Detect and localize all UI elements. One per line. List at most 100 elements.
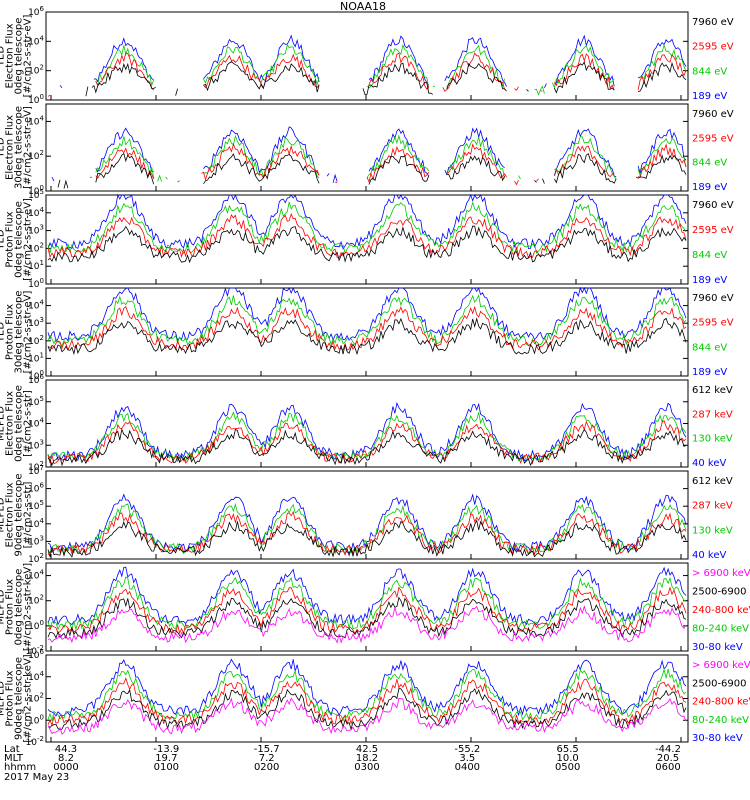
panel-frame — [45, 11, 689, 101]
y-axis-label-line: Electron Flux — [5, 115, 16, 180]
x-row-value: -44.2 — [655, 744, 681, 755]
series-line-130-kev — [47, 411, 687, 463]
y-axis-label-line: Proton Flux — [5, 304, 16, 360]
series-line-612-kev — [47, 519, 687, 558]
x-row-value: 44.3 — [55, 744, 77, 755]
y-axis-label-line: [#/cm2-s-str-keV] — [23, 563, 34, 651]
y-axis-label-line: 0deg telescope — [14, 569, 25, 646]
y-axis-label-line: [#/cm2-s-str-eV] — [23, 15, 34, 98]
y-axis-label-line: Electron Flux — [5, 391, 16, 456]
series-line-844-ev — [95, 43, 687, 96]
x-row-label: hhmm — [4, 762, 36, 773]
series-line-7960-ev — [47, 225, 687, 264]
y-axis-label-line: [#/cm2-s-str-eV] — [23, 198, 34, 281]
x-row-value: 0000 — [53, 762, 78, 773]
legend-entry: > 6900 keV — [692, 568, 750, 579]
panel-frame — [45, 562, 689, 652]
legend-entry: 2595 eV — [692, 318, 734, 329]
series-line-7960-ev — [47, 317, 687, 356]
legend-entry: 40 keV — [692, 458, 726, 469]
x-row-value: 3.5 — [459, 753, 475, 764]
y-axis-label-line: [#/cm2-s-str] — [23, 481, 34, 548]
y-axis-label-line: TED — [0, 137, 7, 158]
legend-entry: 189 eV — [692, 182, 727, 193]
x-row-value: 18.2 — [356, 753, 378, 764]
series-line-240-800-kev — [47, 586, 687, 635]
x-row-value: 10.0 — [557, 753, 579, 764]
legend-entry: 2595 eV — [692, 133, 734, 144]
series-line-189-ev — [47, 286, 687, 343]
series-line-30-80-kev — [47, 658, 687, 717]
x-row-value: -13.9 — [153, 744, 179, 755]
series-line-7960-ev — [57, 152, 687, 189]
y-axis-label-line: Electron Flux — [5, 482, 16, 547]
x-row-value: -15.7 — [254, 744, 280, 755]
x-row-value: 65.5 — [557, 744, 579, 755]
y-axis-label-line: Electron Flux — [5, 23, 16, 88]
legend-entry: 2595 eV — [692, 42, 734, 53]
legend-entry: > 6900 keV — [692, 660, 750, 671]
x-row-value: 0100 — [154, 762, 179, 773]
panel-frame — [45, 103, 689, 192]
series-line-80-240-kev — [47, 667, 687, 722]
y-axis-label-line: 90deg telescope — [14, 657, 25, 740]
series-line-612-kev — [47, 427, 687, 467]
y-axis-label-line: [#/cm2-s-str-eV] — [23, 106, 34, 189]
x-row-label: MLT — [4, 753, 24, 764]
legend-entry: 189 eV — [692, 91, 727, 102]
legend-entry: 130 keV — [692, 434, 733, 445]
legend-entry: 844 eV — [692, 158, 727, 169]
x-row-value: 8.2 — [58, 753, 74, 764]
series-line-2595-ev — [47, 305, 687, 352]
series-line-130-kev — [47, 502, 687, 556]
series-line-844-ev — [47, 201, 687, 255]
y-axis-label-line: Proton Flux — [5, 579, 16, 635]
y-axis-label-line: MEPED — [0, 406, 7, 441]
legend-entry: 844 eV — [692, 66, 727, 77]
x-row-value: 7.2 — [259, 753, 275, 764]
legend-entry: 844 eV — [692, 250, 727, 261]
legend-entry: 240-800 keV — [692, 605, 750, 616]
y-axis-label-line: 30deg telescope — [14, 106, 25, 189]
legend-entry: 189 eV — [692, 275, 727, 286]
series-line-844-ev — [47, 294, 687, 347]
x-row-label: Lat — [4, 744, 20, 755]
y-axis-label-line: 0deg telescope — [14, 201, 25, 278]
series-line-844-ev — [95, 134, 687, 182]
y-axis-label-line: TED — [0, 229, 7, 250]
panel-frame — [45, 470, 689, 560]
legend-entry: 612 keV — [692, 385, 733, 396]
legend-entry: 30-80 keV — [692, 642, 743, 653]
legend-entry: 80-240 keV — [692, 715, 749, 726]
series-line--6900-kev — [47, 605, 687, 644]
panel-frame — [45, 194, 689, 285]
page-title: NOAA18 — [340, 0, 387, 13]
y-axis-label-line: 30deg telescope — [14, 290, 25, 373]
legend-entry: 7960 eV — [692, 17, 734, 28]
legend-entry: 240-800 keV — [692, 697, 750, 708]
y-axis-label-line: Proton Flux — [5, 211, 16, 267]
series-line-2500-6900 — [47, 596, 687, 640]
panel-frame — [45, 287, 689, 377]
legend-entry: 844 eV — [692, 342, 727, 353]
series-line-287-kev — [47, 419, 687, 465]
series-line-2595-ev — [89, 143, 687, 186]
y-axis-label-line: [#/cm2-s-str] — [23, 390, 34, 457]
series-line-7960-ev — [85, 60, 687, 97]
series-line-189-ev — [59, 34, 687, 88]
x-row-value: -55.2 — [454, 744, 480, 755]
y-axis-label-line: 0deg telescope — [14, 18, 25, 95]
legend-entry: 2500-6900 — [692, 587, 747, 598]
legend-entry: 7960 eV — [692, 293, 734, 304]
